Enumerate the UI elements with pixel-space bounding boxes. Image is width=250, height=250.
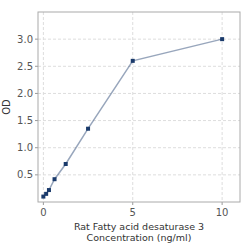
marker	[53, 177, 57, 181]
y-tick-label: 3.0	[17, 34, 33, 45]
y-tick-label: 1.0	[17, 142, 33, 153]
marker	[47, 188, 51, 192]
x-tick-label: 5	[130, 207, 136, 218]
chart: 0.5 1.0 1.5 2.0 2.5 3.0 0 5 10 Rat Fatty acid des…	[0, 0, 250, 250]
axes: 0.5 1.0 1.5 2.0 2.5 3.0 0 5 10	[17, 12, 240, 218]
marker	[131, 59, 135, 63]
x-tick-label: 0	[40, 207, 46, 218]
x-tick-label: 10	[216, 207, 229, 218]
x-grid-line	[43, 12, 44, 202]
y-grid-line	[38, 66, 240, 67]
x-axis-label: Rat Fatty acid desaturase 3Concentration…	[74, 221, 204, 243]
marker	[86, 127, 90, 131]
y-tick-label: 2.5	[17, 61, 33, 72]
y-tick-label: 1.5	[17, 115, 33, 126]
series	[41, 37, 224, 198]
y-tick-label: 2.0	[17, 88, 33, 99]
marker	[44, 192, 48, 196]
line	[43, 39, 222, 196]
y-tick-label: 0.5	[17, 169, 33, 180]
plot-area	[38, 12, 240, 202]
chart-container: 0.5 1.0 1.5 2.0 2.5 3.0 0 5 10 Rat Fatty acid des…	[0, 0, 250, 250]
y-grid-line	[38, 120, 240, 121]
y-grid-line	[38, 174, 240, 175]
y-grid-line	[38, 93, 240, 94]
marker	[64, 162, 68, 166]
plot-frame	[38, 12, 240, 202]
grid	[38, 12, 240, 202]
y-grid-line	[38, 147, 240, 148]
marker	[220, 37, 224, 41]
x-grid-line	[132, 12, 133, 202]
y-grid-line	[38, 39, 240, 40]
y-axis-label: OD	[1, 99, 12, 115]
